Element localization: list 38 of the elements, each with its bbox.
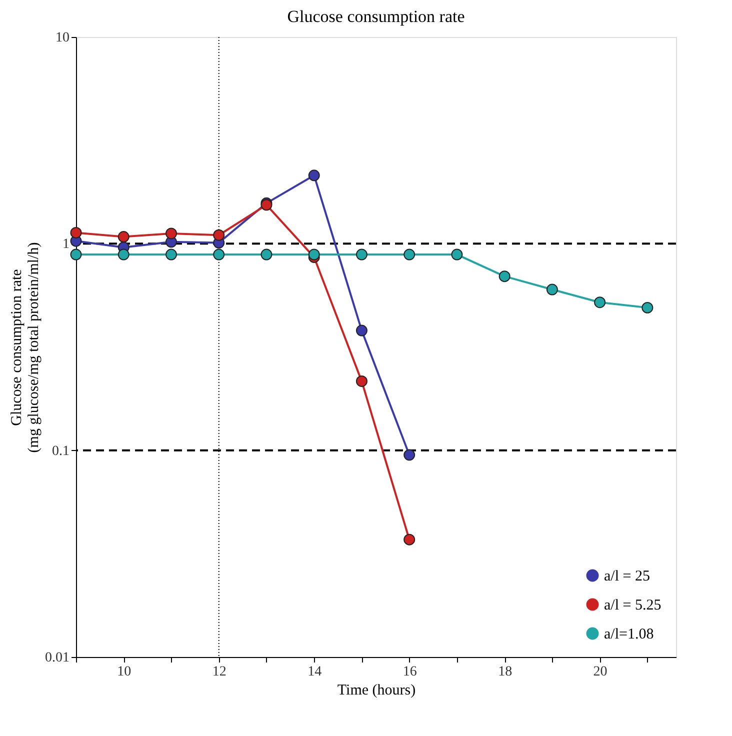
- point: [404, 449, 416, 461]
- x-tick-label: 14: [308, 664, 322, 680]
- x-tick-label: 18: [498, 664, 512, 680]
- point: [546, 284, 558, 296]
- point: [70, 248, 82, 260]
- point: [594, 296, 606, 308]
- point: [213, 229, 225, 241]
- x-tick-label: 10: [117, 664, 132, 680]
- x-tick-label: 12: [212, 664, 226, 680]
- legend-label: a/l = 5.25: [604, 598, 662, 614]
- point: [213, 248, 225, 260]
- y-axis-title: Glucose consumption rate (mg glucose/mg total protein/ml/h): [9, 242, 42, 453]
- y-tick-label: 0.01: [45, 650, 70, 666]
- point: [356, 375, 368, 387]
- legend-label: a/l=1.08: [604, 626, 654, 642]
- point: [118, 231, 130, 242]
- point: [118, 248, 130, 260]
- x-axis-title: Time (hours): [337, 682, 416, 698]
- point: [356, 248, 368, 260]
- point: [165, 248, 177, 260]
- point: [356, 324, 368, 336]
- y-tick-label: 0.1: [52, 444, 70, 459]
- legend-label: a/l = 25: [604, 568, 650, 584]
- point: [260, 248, 272, 260]
- chart-title: Glucose consumption rate: [287, 7, 465, 26]
- y-tick-label: 10: [56, 30, 70, 46]
- point: [404, 248, 416, 260]
- point: [308, 248, 320, 260]
- point: [451, 248, 463, 260]
- point: [308, 170, 320, 182]
- x-tick-label: 16: [402, 664, 417, 680]
- x-tick-label: 20: [593, 664, 608, 680]
- point: [642, 302, 654, 314]
- point: [404, 534, 416, 546]
- point: [498, 270, 510, 282]
- y-tick-label: 1: [62, 237, 70, 252]
- point: [165, 228, 177, 240]
- point: [70, 226, 82, 238]
